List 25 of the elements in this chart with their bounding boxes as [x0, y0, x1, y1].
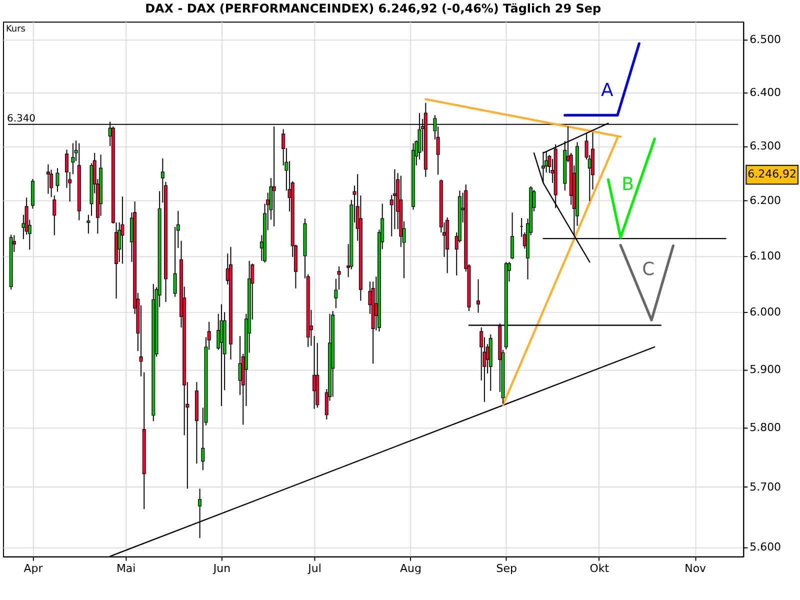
text: 6.246,92 — [748, 168, 796, 181]
series-label: C — [642, 259, 655, 280]
ref-line-label: 6.340 — [6, 113, 36, 124]
series-label: A — [601, 80, 614, 102]
y-tick-label: 5.700 — [750, 480, 782, 494]
y-tick-label: 6.500 — [750, 32, 782, 46]
y-tick-label: 5.800 — [750, 421, 782, 434]
x-tick-label: Sep — [496, 562, 517, 575]
x-tick-label: Nov — [684, 562, 707, 575]
y-tick-label: 6.000 — [750, 306, 782, 319]
chart-title: DAX - DAX (PERFORMANCEINDEX) 6.246,92 (-0,46%) Täglich 29 Sep — [145, 2, 602, 16]
y-tick-label: 6.300 — [750, 139, 782, 152]
y-tick-label: 6.100 — [750, 249, 782, 262]
x-tick-label: Jul — [307, 562, 322, 575]
y-tick-label: 6.400 — [750, 86, 782, 99]
x-tick-label: Apr — [24, 562, 44, 575]
x-tick-label: Jun — [212, 562, 231, 575]
x-tick-label: Okt — [590, 562, 610, 575]
y-axis-title: Kurs — [6, 24, 26, 35]
x-tick-label: Mai — [116, 562, 136, 575]
y-tick-label: 5.900 — [750, 362, 782, 376]
series-label: B — [622, 174, 634, 196]
y-tick-label: 6.200 — [750, 194, 782, 207]
y-tick-label: 5.600 — [750, 540, 782, 554]
x-tick-label: Aug — [400, 562, 422, 575]
